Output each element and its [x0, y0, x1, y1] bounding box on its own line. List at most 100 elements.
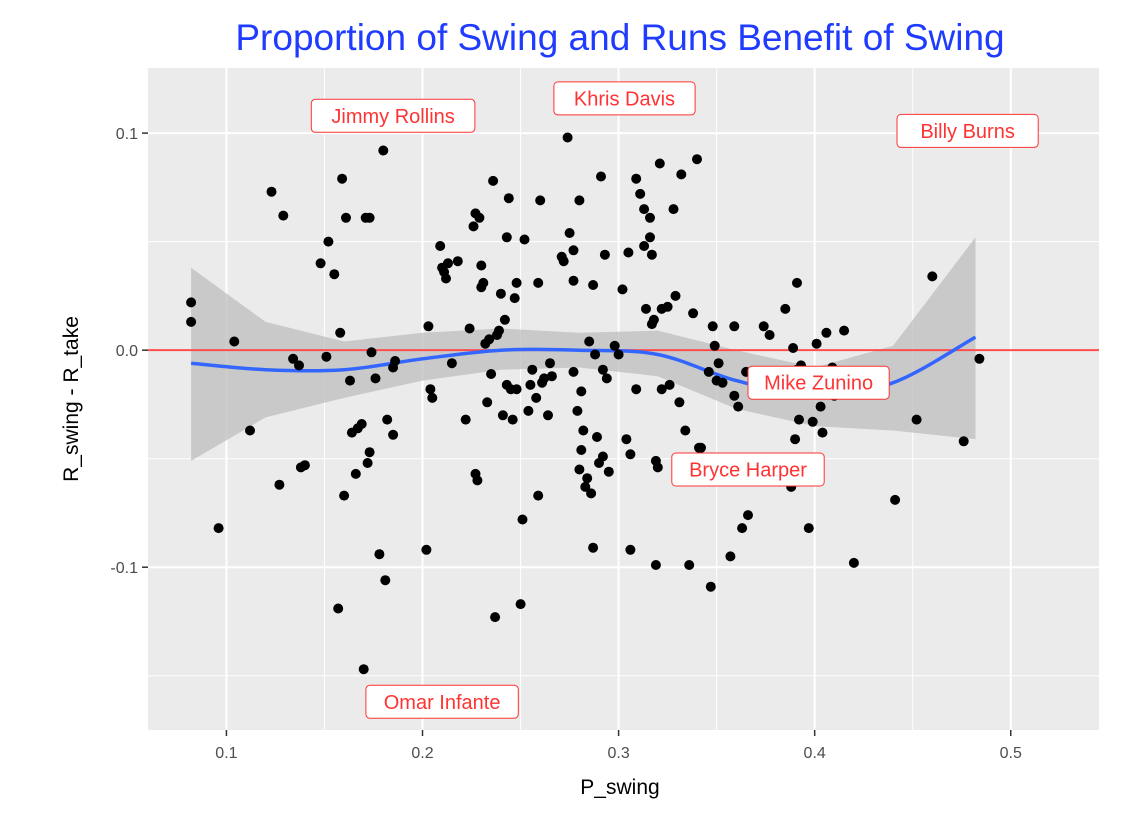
data-point: [890, 495, 900, 505]
data-point: [651, 560, 661, 570]
data-point: [345, 376, 355, 386]
data-point: [294, 360, 304, 370]
data-point: [504, 193, 514, 203]
data-point: [684, 560, 694, 570]
data-point: [374, 549, 384, 559]
data-point: [663, 302, 673, 312]
data-point: [635, 189, 645, 199]
data-point: [341, 213, 351, 223]
data-point: [645, 232, 655, 242]
data-point: [527, 365, 537, 375]
data-point: [357, 419, 367, 429]
data-point: [500, 315, 510, 325]
y-tick-label: 0.0: [116, 343, 138, 360]
data-point: [388, 430, 398, 440]
data-point: [792, 278, 802, 288]
data-point: [788, 343, 798, 353]
data-point: [508, 415, 518, 425]
data-point: [598, 365, 608, 375]
data-point: [631, 174, 641, 184]
data-point: [186, 317, 196, 327]
player-label-text: Bryce Harper: [689, 460, 807, 482]
data-point: [639, 241, 649, 251]
data-point: [559, 256, 569, 266]
data-point: [725, 551, 735, 561]
data-point: [563, 133, 573, 143]
data-point: [486, 369, 496, 379]
data-point: [371, 373, 381, 383]
data-point: [512, 278, 522, 288]
x-tick-label: 0.1: [215, 745, 237, 762]
data-point: [382, 415, 392, 425]
data-point: [447, 358, 457, 368]
data-point: [604, 467, 614, 477]
x-axis-label: P_swing: [580, 776, 659, 799]
data-point: [600, 250, 610, 260]
data-point: [443, 258, 453, 268]
y-axis-ticks: -0.1 0.0 0.1: [110, 126, 148, 577]
data-point: [647, 250, 657, 260]
x-tick-label: 0.3: [607, 745, 629, 762]
data-point: [365, 447, 375, 457]
data-point: [316, 258, 326, 268]
data-point: [718, 378, 728, 388]
data-point: [641, 304, 651, 314]
data-point: [590, 350, 600, 360]
y-tick-label: -0.1: [110, 560, 138, 577]
data-point: [267, 187, 277, 197]
player-label: Mike Zunino: [748, 366, 889, 399]
data-point: [533, 278, 543, 288]
data-point: [586, 488, 596, 498]
data-point: [569, 367, 579, 377]
data-point: [671, 291, 681, 301]
y-axis-label: R_swing - R_take: [60, 316, 83, 482]
data-point: [649, 315, 659, 325]
data-point: [476, 261, 486, 271]
data-point: [912, 415, 922, 425]
data-point: [380, 575, 390, 585]
data-point: [821, 328, 831, 338]
data-point: [645, 213, 655, 223]
data-point: [631, 384, 641, 394]
data-point: [441, 274, 451, 284]
data-point: [494, 326, 504, 336]
data-point: [572, 406, 582, 416]
data-point: [531, 393, 541, 403]
data-point: [300, 460, 310, 470]
data-point: [365, 213, 375, 223]
data-point: [535, 195, 545, 205]
data-point: [510, 293, 520, 303]
data-point: [498, 410, 508, 420]
data-point: [351, 469, 361, 479]
data-point: [759, 321, 769, 331]
data-point: [329, 269, 339, 279]
data-point: [812, 339, 822, 349]
data-point: [465, 324, 475, 334]
data-point: [274, 480, 284, 490]
player-label-text: Mike Zunino: [764, 373, 873, 395]
data-point: [427, 393, 437, 403]
data-point: [839, 326, 849, 336]
data-point: [692, 154, 702, 164]
player-label-text: Omar Infante: [384, 692, 501, 714]
data-point: [245, 426, 255, 436]
data-point: [574, 465, 584, 475]
data-point: [496, 289, 506, 299]
data-point: [804, 523, 814, 533]
data-point: [588, 280, 598, 290]
data-point: [545, 358, 555, 368]
data-point: [474, 213, 484, 223]
data-point: [421, 545, 431, 555]
data-point: [488, 176, 498, 186]
data-point: [337, 174, 347, 184]
data-point: [574, 195, 584, 205]
data-point: [533, 491, 543, 501]
data-point: [482, 397, 492, 407]
data-point: [623, 248, 633, 258]
data-point: [714, 358, 724, 368]
player-label: Billy Burns: [897, 114, 1038, 147]
data-point: [478, 278, 488, 288]
data-point: [625, 449, 635, 459]
data-point: [818, 428, 828, 438]
